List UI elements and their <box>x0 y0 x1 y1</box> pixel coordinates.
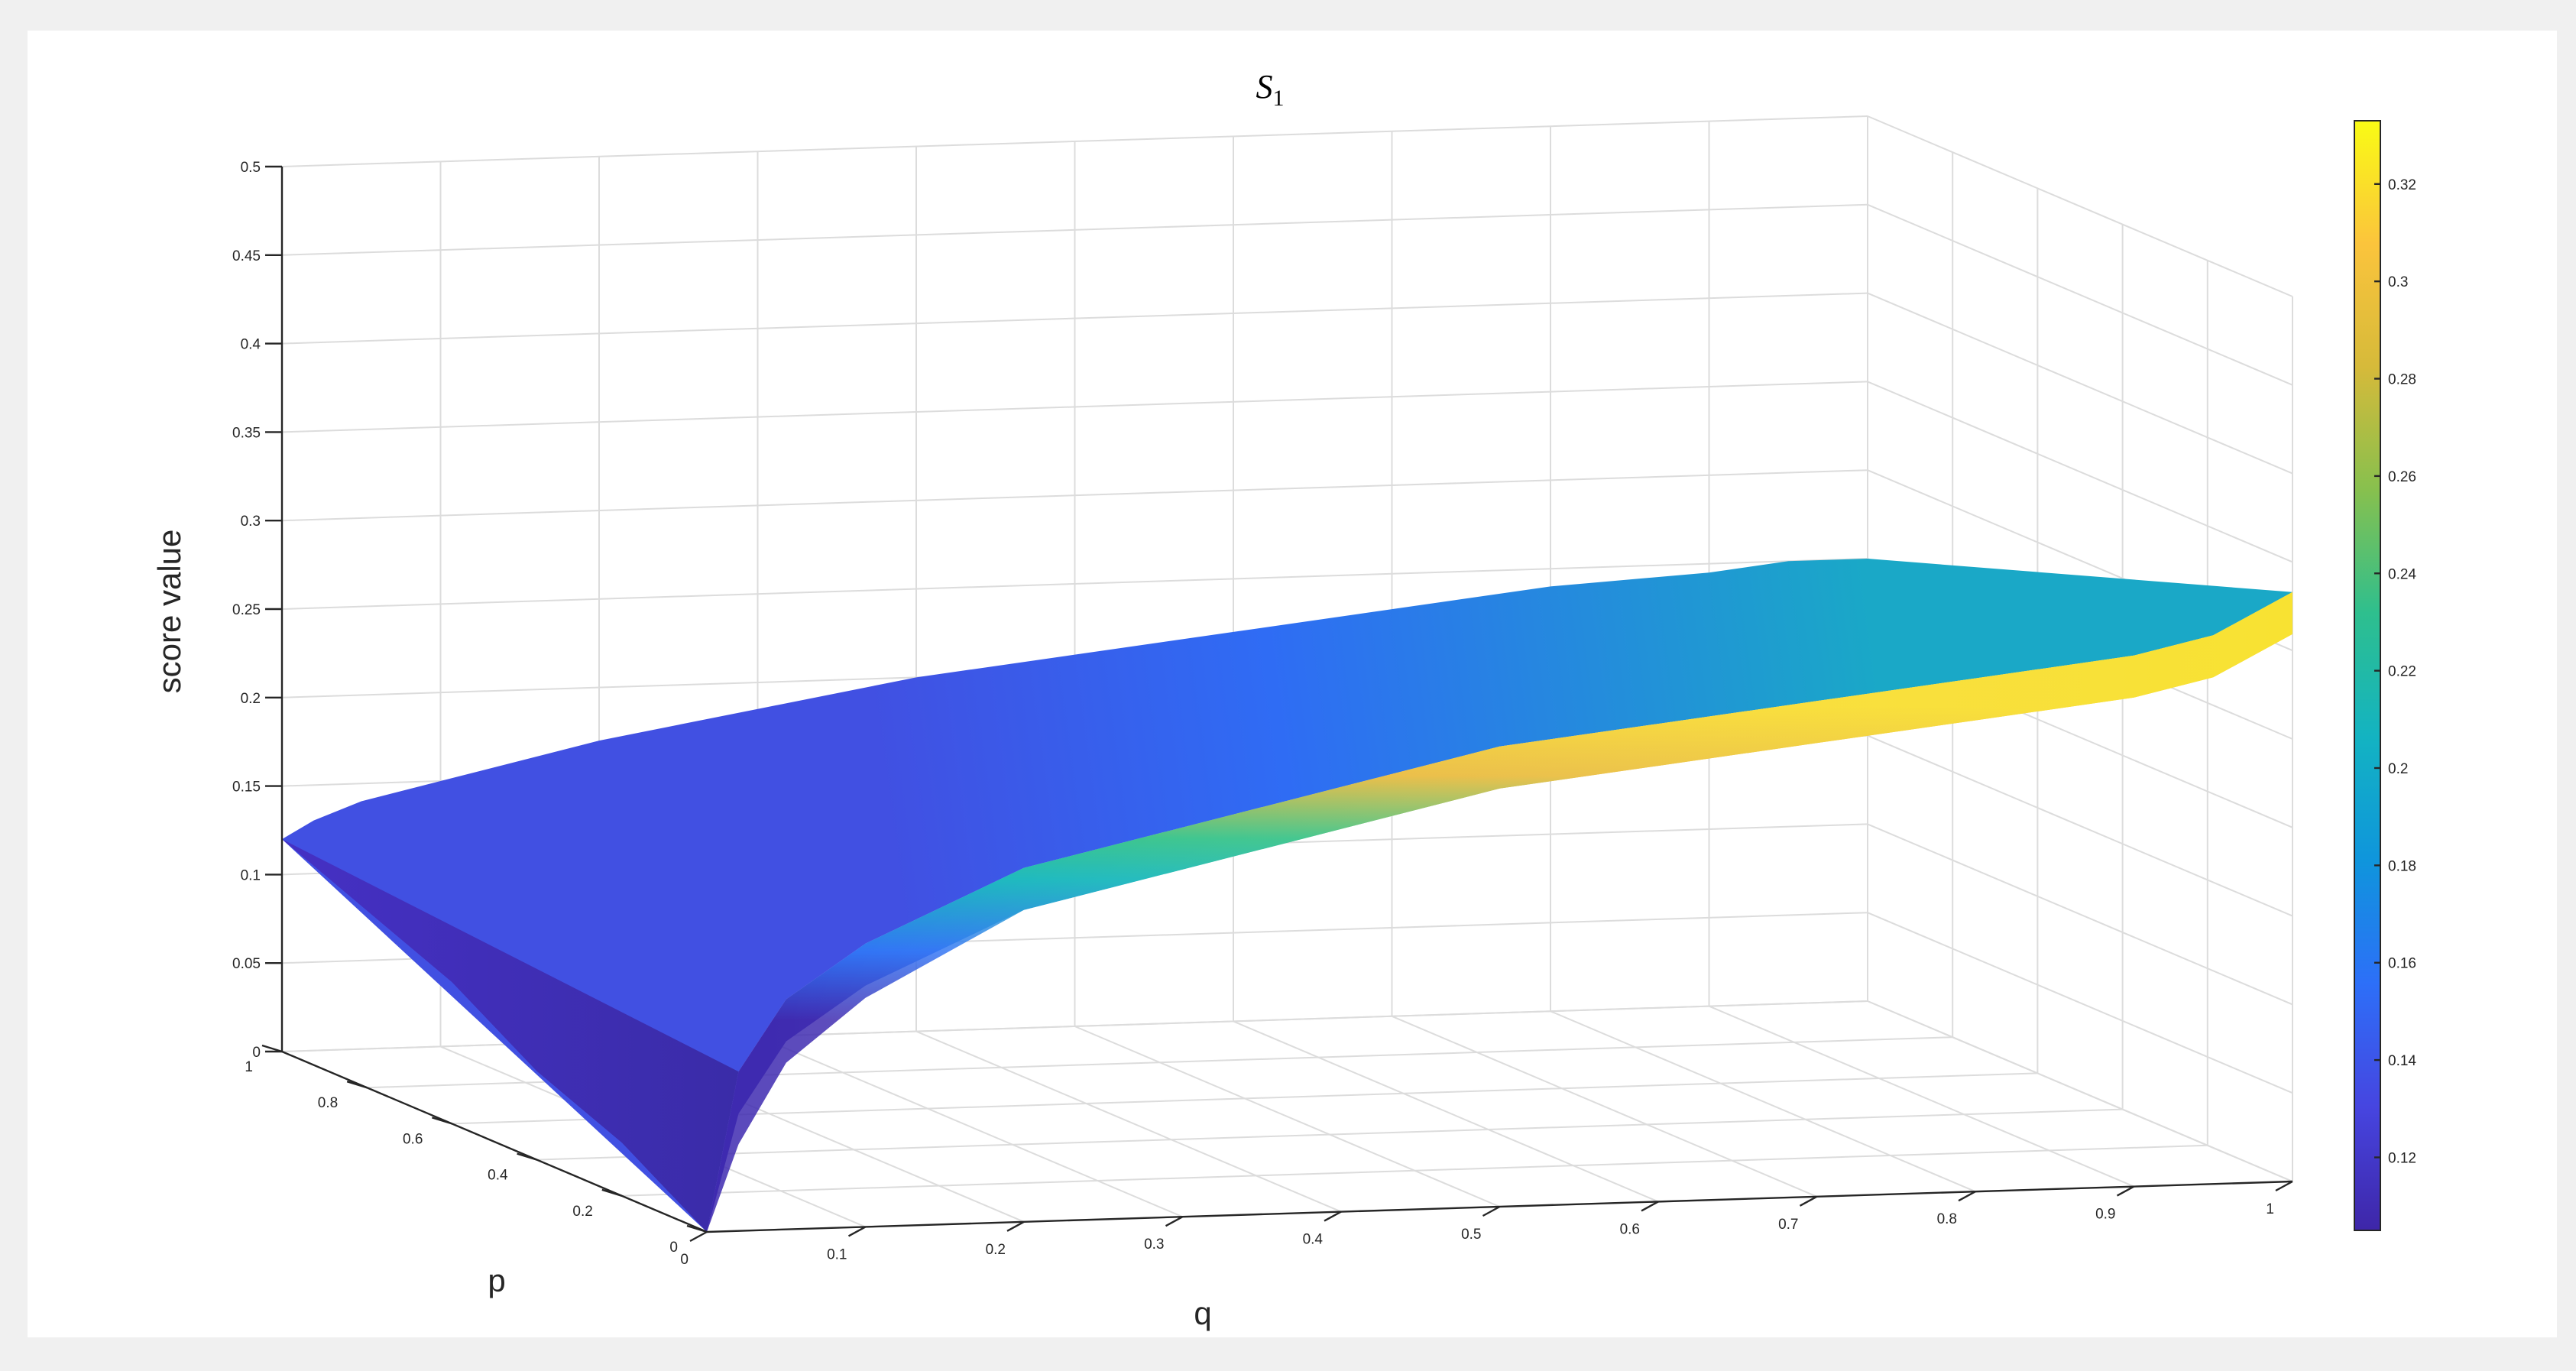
colorbar-tick-label: 0.24 <box>2388 566 2416 582</box>
chart-title: S1 <box>1256 68 1285 111</box>
side-wall-grid-z <box>1867 292 2293 475</box>
q-tick-mark <box>1958 1191 1976 1202</box>
q-tick-label: 0.1 <box>827 1246 847 1262</box>
q-tick-mark <box>1641 1201 1659 1212</box>
p-tick-label: 0.2 <box>572 1204 592 1220</box>
y-axis-label: p <box>488 1262 505 1298</box>
colorbar-tick-label: 0.28 <box>2388 372 2416 388</box>
q-tick-label: 1 <box>2266 1201 2274 1217</box>
z-tick-label: 0.35 <box>232 425 261 441</box>
z-tick-label: 0.25 <box>232 602 261 618</box>
p-tick-label: 0.4 <box>488 1168 508 1184</box>
p-axis-line <box>281 1050 708 1233</box>
side-wall-grid-z <box>1867 734 2293 917</box>
back-wall-grid-z <box>281 115 1868 167</box>
p-tick-mark <box>261 1044 283 1053</box>
q-tick-mark <box>1165 1216 1184 1227</box>
surface-ridge-highlight <box>707 592 2292 1232</box>
colorbar-tick-label: 0.18 <box>2388 858 2416 874</box>
q-tick-label: 0.5 <box>1461 1227 1481 1243</box>
side-wall-grid-z <box>1867 381 2293 563</box>
side-wall-grid-z <box>1867 1000 2293 1182</box>
q-tick-mark <box>847 1226 867 1237</box>
p-tick-label: 0 <box>669 1240 678 1256</box>
back-wall-grid-z <box>281 203 1868 256</box>
z-tick-label: 0.3 <box>241 514 261 530</box>
colorbar-tick-label: 0.3 <box>2388 274 2408 290</box>
floor-grid-q <box>1074 1026 1500 1207</box>
colorbar: 0.12 0.14 0.16 0.18 0.2 0.22 0.24 0.26 0.28 0.3 0.… <box>2354 120 2416 1231</box>
back-wall-grid-z <box>281 469 1868 522</box>
q-tick-label: 0.3 <box>1144 1236 1164 1253</box>
x-axis-label: q <box>1194 1295 1211 1331</box>
colorbar-tick-label: 0.14 <box>2388 1053 2416 1069</box>
colorbar-tick-label: 0.26 <box>2388 469 2416 485</box>
floor-grid-p <box>621 1144 2208 1197</box>
q-tick-label: 0.2 <box>986 1242 1006 1258</box>
p-tick-mark <box>686 1224 708 1233</box>
back-wall-grid-z <box>281 558 1868 610</box>
floor-grid-q <box>1233 1020 1659 1203</box>
p-tick-mark <box>517 1152 537 1161</box>
back-wall-grid-z <box>281 292 1868 345</box>
grid-layer <box>281 115 2293 1233</box>
q-tick-label: 0 <box>680 1252 689 1268</box>
colorbar-tick-label: 0.16 <box>2388 956 2416 972</box>
floor-grid-q <box>1392 1015 1817 1198</box>
z-tick-label: 0.15 <box>232 779 261 796</box>
q-tick-label: 0.8 <box>1937 1211 1957 1227</box>
floor-grid-p <box>536 1108 2123 1161</box>
floor-grid-q <box>1709 1005 2134 1188</box>
surface-left-face <box>282 839 739 1232</box>
colorbar-tick-label: 0.32 <box>2388 177 2416 193</box>
floor-grid-q <box>915 1030 1342 1213</box>
z-tick-label: 0.5 <box>241 160 261 176</box>
back-wall-grid-z <box>281 381 1868 433</box>
q-tick-mark <box>1482 1205 1501 1217</box>
p-tick-label: 0.8 <box>318 1095 338 1111</box>
q-tick-mark <box>2275 1180 2293 1192</box>
z-tick-label: 0.1 <box>241 867 261 883</box>
colorbar-tick-label: 0.12 <box>2388 1150 2416 1166</box>
q-tick-mark <box>689 1230 708 1243</box>
p-tick-mark <box>346 1081 368 1089</box>
surface-layer <box>282 559 2292 1232</box>
colorbar-gradient <box>2354 120 2381 1231</box>
side-wall-grid-z <box>1867 912 2293 1094</box>
z-tick-label: 0.2 <box>241 691 261 707</box>
floor-grid-q <box>1550 1010 1976 1193</box>
side-wall-grid-z <box>1867 203 2293 386</box>
z-axis-label: score value <box>151 530 187 694</box>
z-tick-label: 0.05 <box>232 956 261 972</box>
q-tick-mark <box>1799 1195 1818 1207</box>
q-tick-mark <box>1006 1220 1025 1232</box>
label-layer: S1 score value p q <box>151 68 1285 1331</box>
z-tick-label: 0 <box>252 1045 261 1061</box>
q-tick-label: 0.9 <box>2095 1207 2115 1223</box>
colorbar-tick-label: 0.2 <box>2388 761 2408 777</box>
q-tick-label: 0.6 <box>1620 1221 1640 1237</box>
p-tick-label: 1 <box>245 1059 253 1075</box>
q-tick-label: 0.4 <box>1303 1232 1324 1248</box>
z-tick-label: 0.45 <box>232 248 261 264</box>
q-tick-mark <box>1324 1211 1342 1222</box>
q-tick-label: 0.7 <box>1778 1217 1798 1233</box>
p-tick-label: 0.6 <box>403 1131 423 1147</box>
p-tick-mark <box>601 1188 623 1197</box>
q-tick-mark <box>2116 1185 2135 1197</box>
axes-layer: 0 0.05 0.1 0.15 0.2 0.25 0.3 0.35 0.4 0.45 0.5 0 0.2… <box>232 160 2293 1268</box>
chart-title-main: S <box>1256 68 1273 105</box>
chart-title-subscript: 1 <box>1273 86 1285 111</box>
p-tick-mark <box>432 1117 452 1125</box>
surface-top-sheet <box>282 559 2292 1232</box>
colorbar-tick-label: 0.22 <box>2388 664 2416 680</box>
floor-grid-q <box>757 1036 1183 1218</box>
side-wall-grid-z <box>1867 823 2293 1006</box>
side-wall-grid-z <box>1867 115 2293 297</box>
z-tick-label: 0.4 <box>241 337 261 353</box>
